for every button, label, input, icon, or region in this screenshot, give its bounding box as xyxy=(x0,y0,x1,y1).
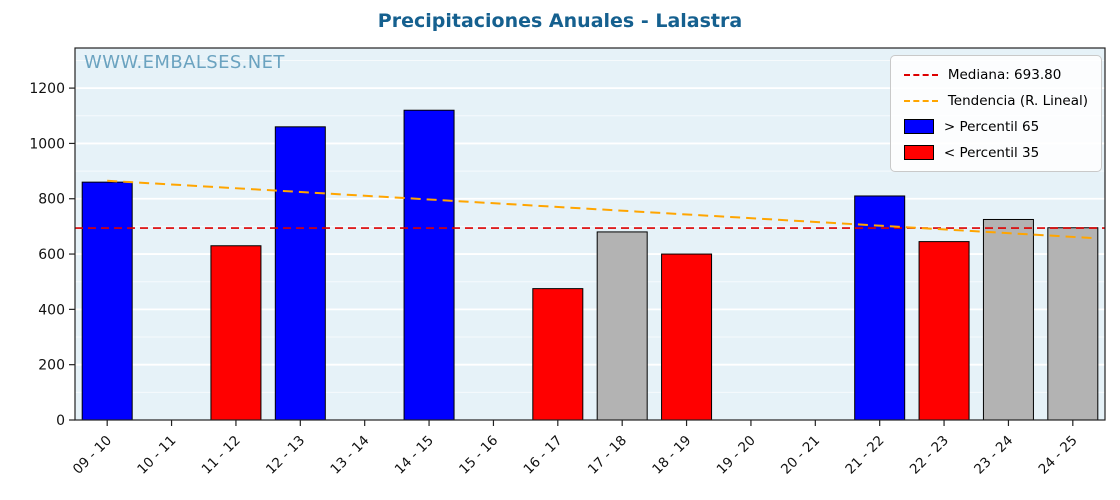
x-tick-label: 14 - 15 xyxy=(392,433,437,478)
x-tick-label: 21 - 22 xyxy=(842,433,887,478)
y-tick-label: 0 xyxy=(56,413,65,429)
legend-item-trend: Tendencia (R. Lineal) xyxy=(903,92,1088,109)
x-tick-label: 11 - 12 xyxy=(199,433,244,478)
red-bar-swatch-icon xyxy=(903,145,934,160)
x-tick-label: 18 - 19 xyxy=(649,433,694,478)
x-tick-label: 17 - 18 xyxy=(585,433,630,478)
bar-23-24 xyxy=(982,218,1034,421)
watermark: WWW.EMBALSES.NET xyxy=(84,52,285,73)
legend: Mediana: 693.80 Tendencia (R. Lineal) > … xyxy=(889,55,1102,172)
legend-item-p35: < Percentil 35 xyxy=(903,144,1088,161)
y-tick-label: 1000 xyxy=(29,136,65,152)
x-tick-label: 12 - 13 xyxy=(263,433,308,478)
bar-24-25 xyxy=(1047,227,1099,421)
legend-label-p65: > Percentil 65 xyxy=(943,118,1040,135)
trend-line xyxy=(107,179,1093,240)
x-tick-label: 09 - 10 xyxy=(70,433,115,478)
trend-dashed-line-icon xyxy=(903,99,938,102)
bar-17-18 xyxy=(596,231,648,421)
legend-item-p65: > Percentil 65 xyxy=(903,118,1088,135)
y-tick-label: 1200 xyxy=(29,81,65,97)
legend-label-p35: < Percentil 35 xyxy=(943,144,1040,161)
bar-09-10 xyxy=(81,181,133,421)
y-tick-label: 800 xyxy=(38,192,65,208)
x-tick-label: 23 - 24 xyxy=(971,433,1016,478)
blue-bar-swatch-icon xyxy=(903,119,934,134)
bar-18-19 xyxy=(661,253,713,421)
median-dashed-line-icon xyxy=(903,73,938,76)
bar-14-15 xyxy=(403,109,455,421)
bar-11-12 xyxy=(210,245,262,421)
x-tick-label: 10 - 11 xyxy=(134,433,179,478)
chart-title: Precipitaciones Anuales - Lalastra xyxy=(377,10,743,32)
x-tick-label: 22 - 23 xyxy=(907,433,952,478)
x-tick-label: 13 - 14 xyxy=(327,433,372,478)
y-tick-label: 400 xyxy=(38,302,65,318)
bar-12-13 xyxy=(274,126,326,421)
legend-label-trend: Tendencia (R. Lineal) xyxy=(947,92,1088,109)
x-tick-label: 24 - 25 xyxy=(1036,433,1081,478)
y-tick-label: 200 xyxy=(38,358,65,374)
x-tick-label: 16 - 17 xyxy=(521,433,566,478)
bar-22-23 xyxy=(918,241,970,421)
x-tick-label: 15 - 16 xyxy=(456,433,501,478)
legend-label-median: Mediana: 693.80 xyxy=(947,66,1062,83)
y-tick-label: 600 xyxy=(38,247,65,263)
x-tick-label: 20 - 21 xyxy=(778,433,823,478)
x-tick-label: 19 - 20 xyxy=(714,433,759,478)
bar-16-17 xyxy=(532,288,584,421)
bar-21-22 xyxy=(854,195,906,421)
legend-item-median: Mediana: 693.80 xyxy=(903,66,1088,83)
plot-border xyxy=(74,47,1106,421)
